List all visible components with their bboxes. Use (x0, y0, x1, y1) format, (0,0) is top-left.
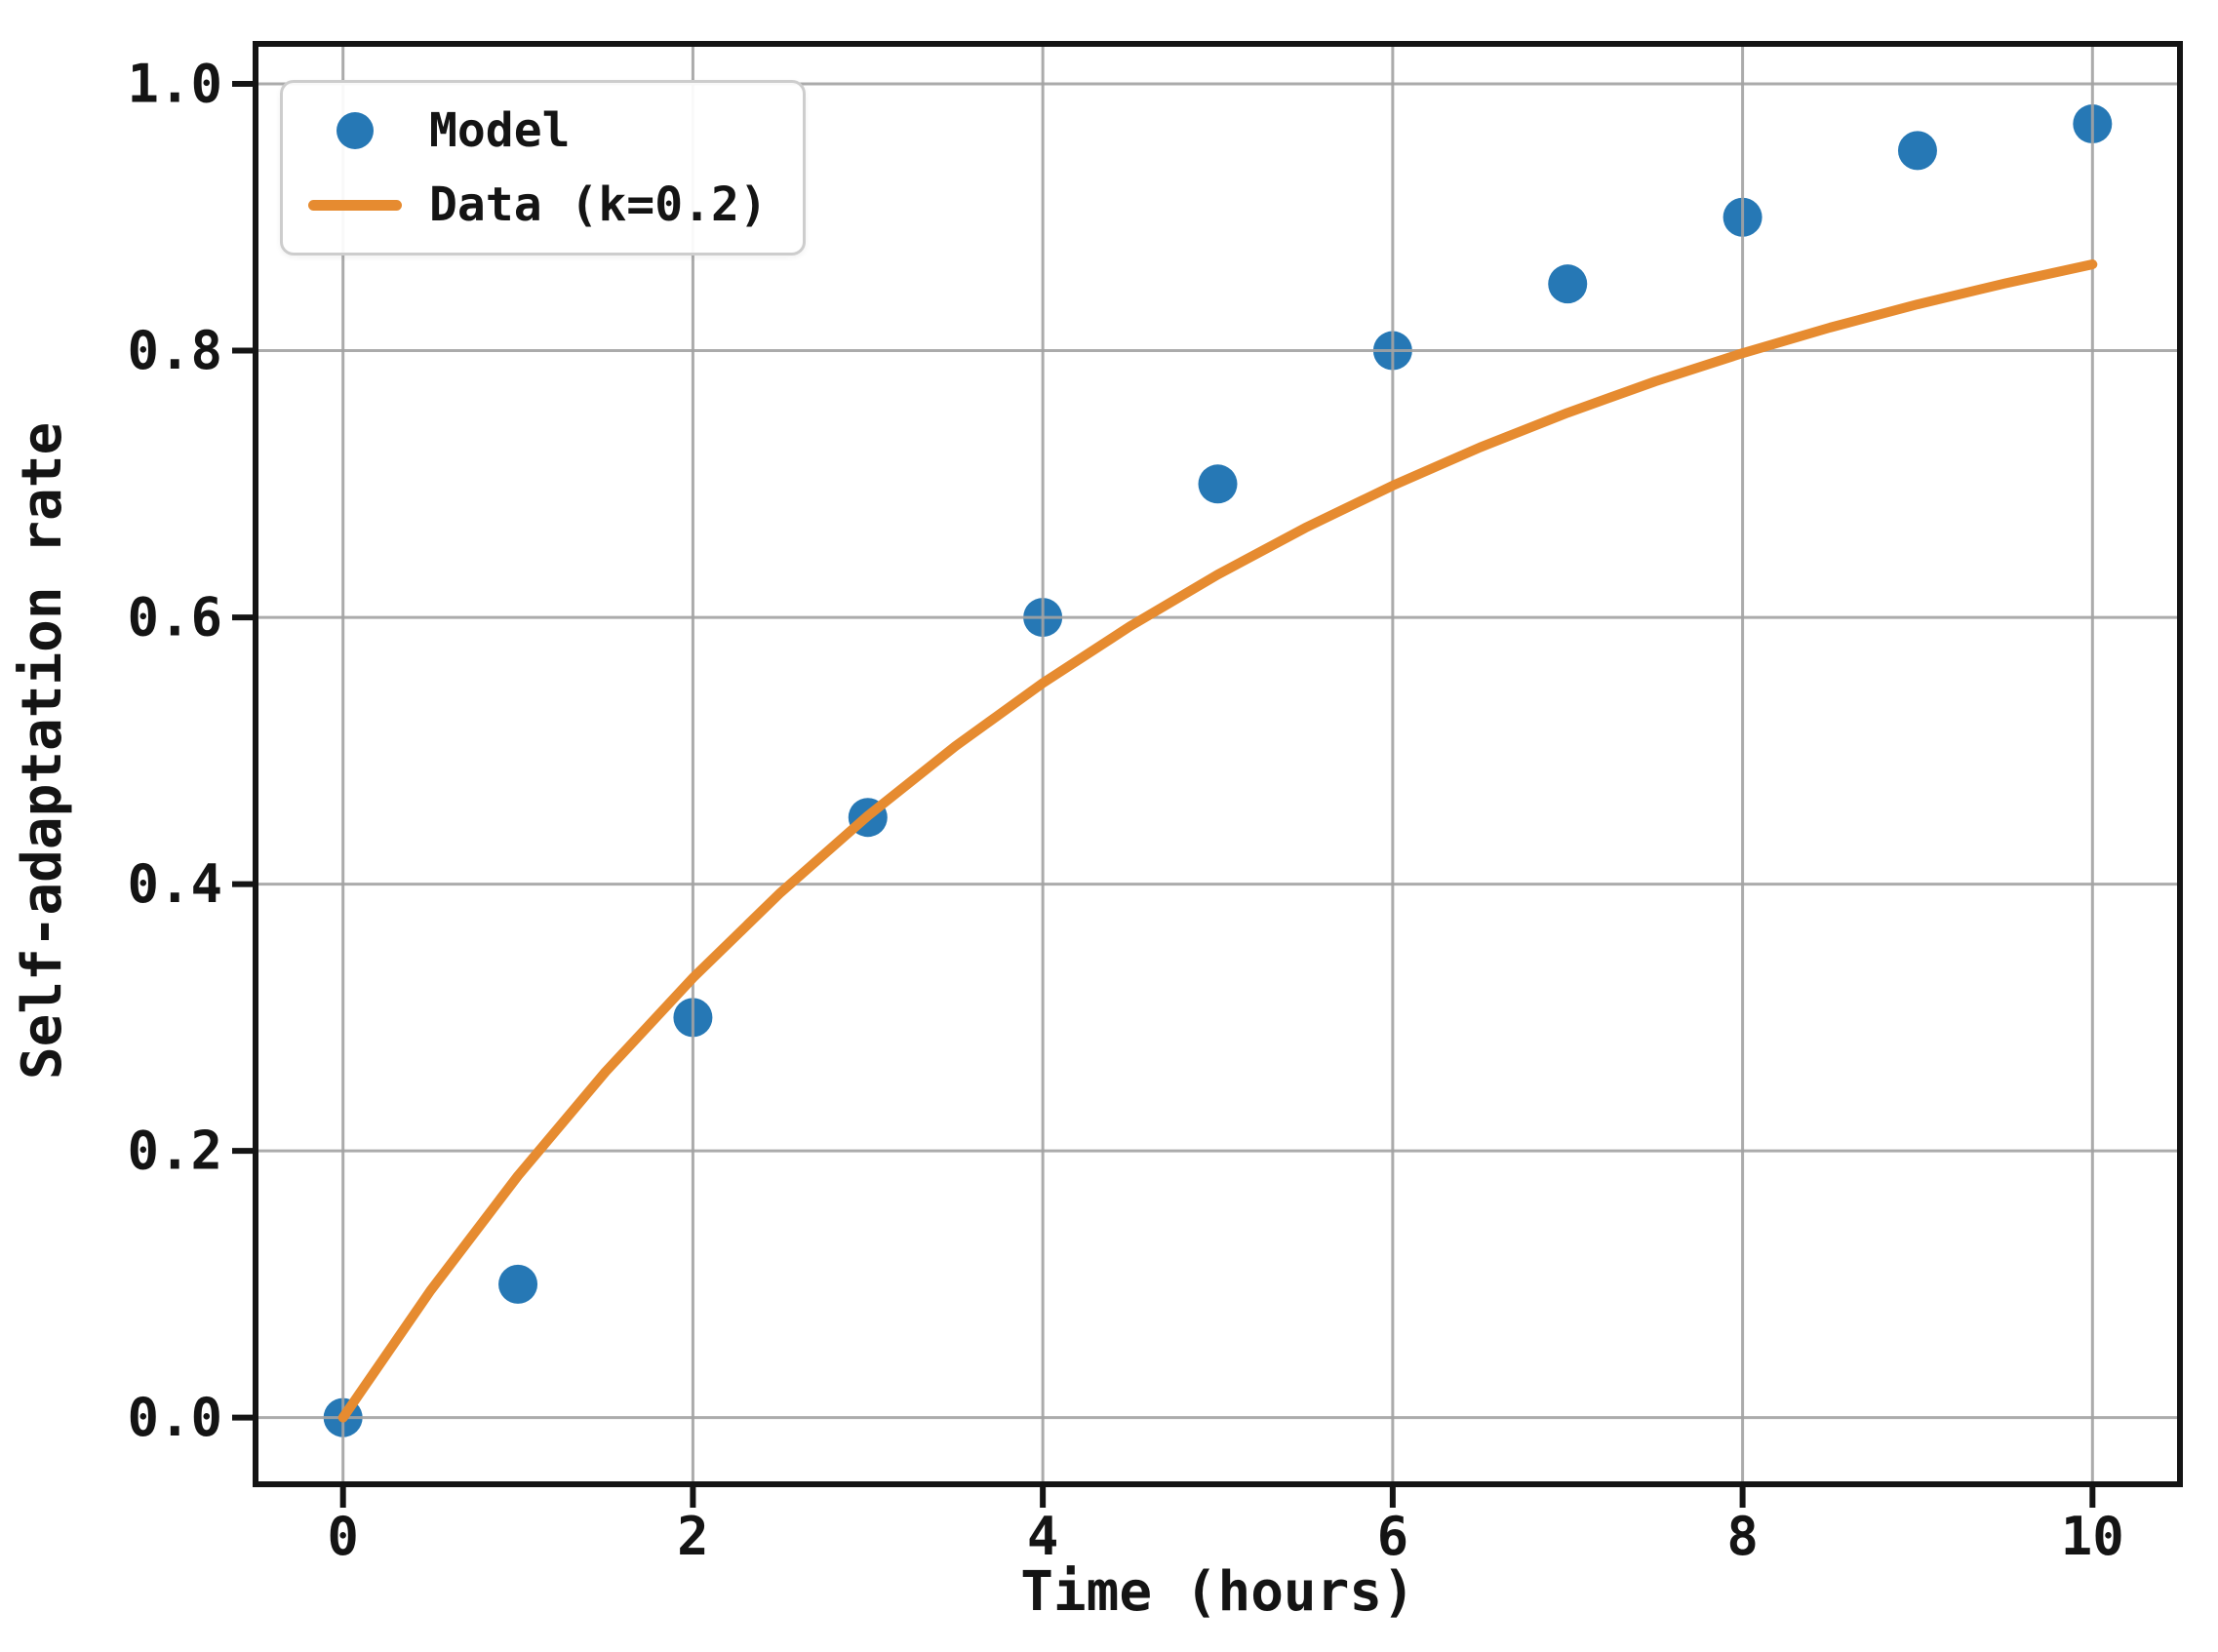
x-tick-label: 10 (2061, 1506, 2124, 1567)
y-tick-label: 0.8 (127, 320, 222, 381)
data-line (337, 259, 2098, 1423)
scatter-series-model (323, 104, 2113, 1437)
y-tick-label: 0.0 (127, 1387, 222, 1448)
x-tick-label: 4 (1027, 1506, 1059, 1567)
x-axis-ticks: 0 2 4 6 8 10 (327, 1484, 2124, 1567)
y-tick-label: 0.6 (127, 587, 222, 649)
data-point (498, 1264, 538, 1304)
legend-item-data: Data (k=0.2) (306, 177, 768, 232)
y-tick-label: 0.4 (127, 853, 222, 915)
legend-swatch (306, 111, 404, 149)
x-axis-label: Time (hours) (1020, 1560, 1415, 1624)
x-tick-label: 8 (1726, 1506, 1759, 1567)
x-tick-label: 2 (677, 1506, 709, 1567)
axes-spines (253, 41, 2183, 1487)
plot-border (253, 41, 2183, 1487)
data-point (1198, 464, 1238, 504)
x-tick-label: 0 (327, 1506, 359, 1567)
legend-swatch (306, 199, 404, 211)
line-series-data (337, 259, 2098, 1423)
y-tick-label: 1.0 (127, 54, 222, 115)
y-axis-ticks: 0.0 0.2 0.4 0.6 0.8 1.0 (127, 54, 256, 1448)
data-point (1548, 264, 1588, 304)
line-marker-icon (308, 199, 402, 211)
legend-label-data: Data (k=0.2) (429, 177, 768, 233)
x-tick-label: 6 (1377, 1506, 1409, 1567)
data-point (1897, 131, 1937, 171)
y-axis-label: Self-adaptation rate (11, 422, 74, 1080)
grid-layer (256, 44, 2180, 1484)
scatter-marker-icon (337, 111, 374, 149)
legend-item-model: Model (306, 103, 768, 158)
legend: Model Data (k=0.2) (280, 80, 806, 256)
y-tick-label: 0.2 (127, 1121, 222, 1182)
legend-label-model: Model (429, 102, 571, 158)
